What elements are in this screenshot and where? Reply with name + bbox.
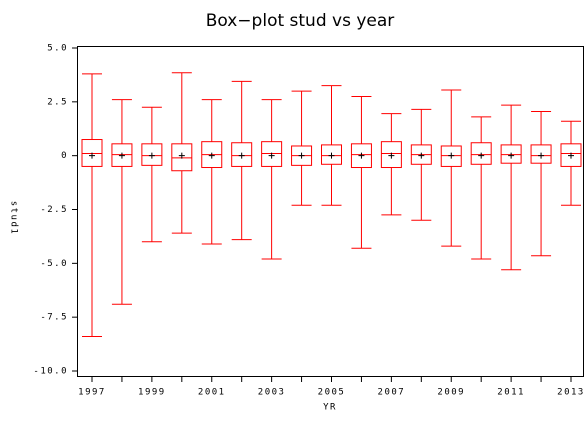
box bbox=[560, 143, 582, 167]
x-axis-label: YR bbox=[323, 403, 337, 413]
x-tick-label: 2009 bbox=[437, 388, 465, 398]
mean-marker bbox=[358, 152, 365, 159]
mean-marker bbox=[268, 152, 275, 159]
mean-marker bbox=[478, 152, 485, 159]
mean-marker bbox=[238, 152, 245, 159]
box bbox=[111, 143, 133, 167]
mean-marker bbox=[418, 152, 425, 159]
mean-marker bbox=[538, 152, 545, 159]
y-tick-label: -7.5 bbox=[40, 313, 68, 323]
x-tick-label: 2001 bbox=[198, 388, 226, 398]
y-tick-label: -2.5 bbox=[40, 205, 68, 215]
x-tick-label: 2013 bbox=[557, 388, 584, 398]
mean-marker bbox=[568, 152, 574, 159]
mean-marker bbox=[298, 152, 305, 159]
box bbox=[231, 142, 253, 167]
box bbox=[171, 143, 193, 172]
mean-marker bbox=[148, 152, 155, 159]
y-tick-label: -5.0 bbox=[40, 259, 68, 269]
y-tick-label: 2.5 bbox=[47, 97, 68, 107]
chart-title: Box−plot stud vs year bbox=[206, 11, 395, 31]
y-tick-label: 5.0 bbox=[47, 44, 68, 54]
y-axis-label: stud1 bbox=[9, 201, 19, 236]
mean-marker bbox=[118, 152, 125, 159]
mean-marker bbox=[388, 152, 395, 159]
x-tick-label: 1999 bbox=[138, 388, 166, 398]
mean-marker bbox=[508, 152, 515, 159]
box bbox=[470, 142, 492, 165]
mean-marker bbox=[89, 152, 95, 159]
box bbox=[141, 143, 163, 166]
x-tick-label: 2005 bbox=[318, 388, 346, 398]
box bbox=[261, 141, 283, 167]
x-tick-label: 1997 bbox=[78, 388, 106, 398]
y-tick-label: -10.0 bbox=[33, 367, 68, 377]
mean-marker bbox=[448, 152, 455, 159]
box bbox=[350, 143, 372, 169]
mean-marker bbox=[178, 152, 185, 159]
box bbox=[380, 141, 402, 169]
y-tick-label: 0 bbox=[61, 151, 68, 161]
mean-marker bbox=[208, 152, 215, 159]
x-tick-label: 2007 bbox=[378, 388, 406, 398]
box bbox=[81, 139, 103, 167]
box bbox=[530, 144, 552, 164]
box bbox=[440, 145, 462, 167]
x-tick-label: 2003 bbox=[258, 388, 286, 398]
plot-frame bbox=[77, 46, 584, 377]
mean-marker bbox=[328, 152, 335, 159]
box bbox=[500, 144, 522, 164]
x-tick-label: 2011 bbox=[497, 388, 525, 398]
box bbox=[321, 144, 342, 165]
